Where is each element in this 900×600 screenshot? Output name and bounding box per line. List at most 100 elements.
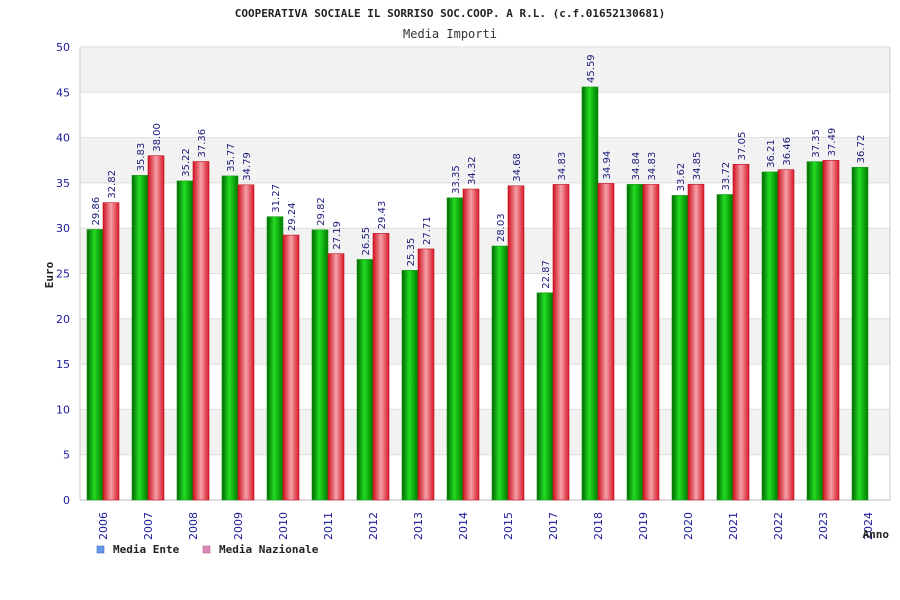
data-label-media-nazionale-2023: 37.49 <box>827 128 838 157</box>
data-label-media-ente-2019: 34.84 <box>631 152 642 181</box>
bars <box>86 86 869 501</box>
bar-media-ente-2012 <box>356 259 374 501</box>
x-tick-label-2023: 2023 <box>817 512 830 540</box>
x-axis-ticks: 2006 2007 2008 2009 2010 2011 2012 2013 2014 2015… <box>97 512 875 540</box>
data-label-media-ente-2009: 35.77 <box>226 143 237 172</box>
x-tick-label-2013: 2013 <box>412 512 425 540</box>
bar-media-nazionale-2008 <box>192 161 210 501</box>
bar-media-nazionale-2009 <box>237 184 255 501</box>
bar-media-nazionale-2017 <box>552 184 570 501</box>
x-tick-label-2014: 2014 <box>457 512 470 540</box>
bar-media-ente-2019 <box>626 184 644 501</box>
bar-media-nazionale-2020 <box>687 183 705 501</box>
data-label-media-nazionale-2014: 34.32 <box>467 156 478 185</box>
data-label-media-ente-2013: 25.35 <box>406 238 417 267</box>
bar-media-nazionale-2012 <box>372 233 390 501</box>
data-label-media-ente-2007: 35.83 <box>136 143 147 172</box>
bar-media-ente-2011 <box>311 229 329 501</box>
data-label-media-ente-2015: 28.03 <box>496 213 507 242</box>
bar-media-ente-2007 <box>131 175 149 501</box>
y-tick-label: 50 <box>56 41 70 54</box>
chart-subtitle: Media Importi <box>403 27 497 41</box>
bar-media-nazionale-2023 <box>822 160 840 501</box>
y-tick-label: 35 <box>56 177 70 190</box>
bar-media-ente-2014 <box>446 197 464 501</box>
data-label-media-ente-2024: 36.72 <box>856 135 867 164</box>
x-tick-label-2019: 2019 <box>637 512 650 540</box>
bar-media-nazionale-2021 <box>732 164 750 501</box>
y-tick-label: 40 <box>56 132 70 145</box>
bar-media-ente-2010 <box>266 216 284 501</box>
data-label-media-ente-2020: 33.62 <box>676 163 687 192</box>
bar-media-nazionale-2015 <box>507 185 525 501</box>
data-label-media-nazionale-2017: 34.83 <box>557 152 568 181</box>
bar-media-ente-2024 <box>851 167 869 501</box>
data-label-media-nazionale-2008: 37.36 <box>197 129 208 158</box>
y-tick-label: 15 <box>56 358 70 371</box>
data-label-media-nazionale-2015: 34.68 <box>512 153 523 182</box>
data-label-media-nazionale-2010: 29.24 <box>287 202 298 231</box>
bar-media-ente-2018 <box>581 86 599 501</box>
y-tick-label: 20 <box>56 313 70 326</box>
y-axis-ticks: 0 5 10 15 20 25 30 35 40 45 50 <box>56 41 70 507</box>
data-label-media-nazionale-2006: 32.82 <box>107 170 118 199</box>
bar-media-ente-2022 <box>761 171 779 501</box>
x-tick-label-2008: 2008 <box>187 512 200 540</box>
data-label-media-nazionale-2019: 34.83 <box>647 152 658 181</box>
data-label-media-nazionale-2013: 27.71 <box>422 216 433 245</box>
grid-band <box>80 228 890 274</box>
y-tick-label: 10 <box>56 403 70 416</box>
bar-media-nazionale-2007 <box>147 155 165 501</box>
bar-media-ente-2015 <box>491 245 509 501</box>
grid-bands <box>80 47 890 455</box>
legend-label-media-ente: Media Ente <box>113 543 180 556</box>
legend-swatch-media-nazionale <box>202 545 211 554</box>
x-tick-label-2012: 2012 <box>367 512 380 540</box>
bar-media-ente-2008 <box>176 180 194 501</box>
grid-band <box>80 409 890 455</box>
data-label-media-nazionale-2007: 38.00 <box>152 123 163 152</box>
data-label-media-nazionale-2009: 34.79 <box>242 152 253 181</box>
x-tick-label-2006: 2006 <box>97 512 110 540</box>
bar-media-nazionale-2019 <box>642 184 660 501</box>
bar-media-ente-2020 <box>671 195 689 501</box>
bar-media-nazionale-2010 <box>282 234 300 501</box>
x-tick-label-2007: 2007 <box>142 512 155 540</box>
y-tick-label: 0 <box>63 494 70 507</box>
bar-media-ente-2023 <box>806 161 824 501</box>
data-label-media-nazionale-2012: 29.43 <box>377 201 388 230</box>
x-tick-label-2020: 2020 <box>682 512 695 540</box>
gridlines <box>79 46 891 501</box>
data-labels: 29.86 32.82 35.83 38.00 35.22 37.36 35.77 34.79… <box>91 54 867 288</box>
legend: Media Ente Media Nazionale <box>96 543 319 556</box>
data-label-media-nazionale-2018: 34.94 <box>602 151 613 180</box>
data-label-media-ente-2022: 36.21 <box>766 139 777 168</box>
data-label-media-ente-2018: 45.59 <box>586 54 597 83</box>
data-label-media-ente-2010: 31.27 <box>271 184 282 213</box>
data-label-media-nazionale-2021: 37.05 <box>737 132 748 161</box>
legend-swatch-media-ente <box>96 545 105 554</box>
bar-media-nazionale-2006 <box>102 202 120 501</box>
bar-media-nazionale-2013 <box>417 248 435 501</box>
x-tick-label-2015: 2015 <box>502 512 515 540</box>
data-label-media-ente-2021: 33.72 <box>721 162 732 191</box>
bar-media-nazionale-2022 <box>777 169 795 501</box>
data-label-media-ente-2023: 37.35 <box>811 129 822 158</box>
x-tick-label-2018: 2018 <box>592 512 605 540</box>
x-tick-label-2009: 2009 <box>232 512 245 540</box>
x-tick-label-2021: 2021 <box>727 512 740 540</box>
grid-band <box>80 47 890 93</box>
data-label-media-ente-2011: 29.82 <box>316 197 327 226</box>
y-tick-label: 25 <box>56 268 70 281</box>
x-tick-label-2024: 2024 <box>862 512 875 540</box>
y-tick-label: 45 <box>56 86 70 99</box>
bar-media-nazionale-2011 <box>327 253 345 501</box>
bar-media-nazionale-2018 <box>597 183 615 501</box>
data-label-media-nazionale-2022: 36.46 <box>782 137 793 166</box>
y-tick-label: 5 <box>63 449 70 462</box>
x-tick-label-2022: 2022 <box>772 512 785 540</box>
data-label-media-nazionale-2011: 27.19 <box>332 221 343 250</box>
data-label-media-ente-2017: 22.87 <box>541 260 552 289</box>
bar-media-ente-2017 <box>536 292 554 501</box>
